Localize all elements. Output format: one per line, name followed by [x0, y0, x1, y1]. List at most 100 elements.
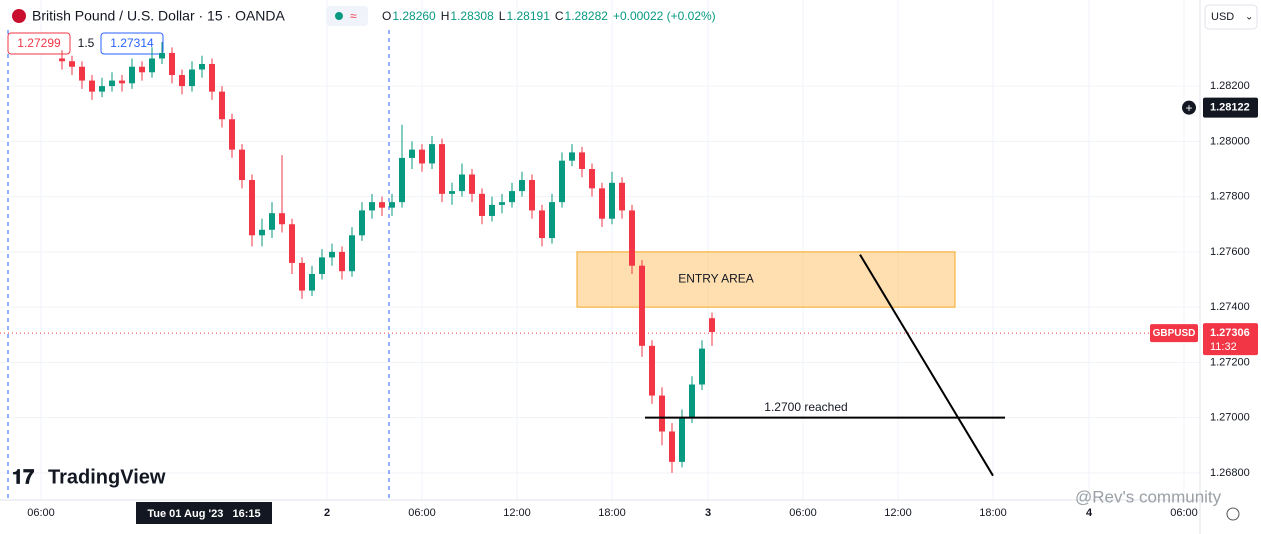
candle-body — [59, 58, 65, 62]
candle-body — [79, 66, 85, 81]
candle-body — [529, 180, 535, 211]
symbol-icon — [12, 9, 26, 23]
level-label: 1.2700 reached — [764, 400, 847, 414]
candle-body — [589, 168, 595, 189]
candle-body — [539, 210, 545, 239]
bid: 1.27299 — [17, 36, 61, 50]
candle-body — [669, 431, 675, 462]
y-tick-label: 1.26800 — [1210, 467, 1250, 479]
candle-body — [69, 61, 75, 67]
candle-body — [499, 202, 505, 205]
candle-body — [419, 149, 425, 164]
ohlc-letter: H — [441, 9, 450, 23]
bid-box[interactable] — [7, 32, 71, 55]
ask: 1.27314 — [110, 36, 154, 50]
candle-body — [149, 58, 155, 73]
candle-body — [689, 384, 695, 418]
candle-body — [309, 273, 315, 291]
candle-body — [239, 149, 245, 181]
y-tick-label: 1.27400 — [1210, 301, 1250, 313]
ohlc-letter: C — [555, 9, 564, 23]
candle-body — [479, 193, 485, 216]
candle-body — [259, 229, 265, 236]
spread: 1.5 — [78, 36, 95, 50]
candle-body — [599, 188, 605, 219]
candle-body — [229, 119, 235, 150]
candle-body — [349, 235, 355, 272]
candle-body — [129, 66, 135, 84]
candle-body — [289, 224, 295, 263]
candle-body — [409, 149, 415, 158]
add-alert-plus: + — [1185, 101, 1192, 115]
candle-body — [199, 63, 205, 70]
candle-body — [169, 52, 175, 76]
crosshair-price-box — [1203, 97, 1258, 118]
ohlc-letter: L — [499, 9, 506, 23]
trend-line — [859, 254, 994, 477]
x-tick-label: 12:00 — [884, 507, 912, 519]
candle-body — [299, 262, 305, 291]
candle-body — [679, 417, 685, 462]
candle-body — [189, 69, 195, 87]
status-icon: ≈ — [350, 9, 357, 23]
y-tick-label: 1.28200 — [1210, 80, 1250, 92]
candle-body — [89, 80, 95, 92]
last-price-box — [1203, 323, 1258, 356]
candle-body — [559, 160, 565, 203]
symbol-tag — [1150, 324, 1198, 343]
x-tick-label: 12:00 — [503, 507, 531, 519]
crosshair-price: 1.28122 — [1210, 102, 1250, 114]
candle-body — [659, 395, 665, 432]
brand: TradingView — [48, 466, 166, 488]
ohlc-value: 1.28260 — [392, 9, 436, 23]
x-tick-label: 06:00 — [789, 507, 817, 519]
candle-body — [429, 144, 435, 164]
candle-body — [489, 204, 495, 216]
candle-body — [359, 210, 365, 236]
candle-body — [649, 345, 655, 396]
entry-label: ENTRY AREA — [678, 272, 754, 286]
chart-title: British Pound / U.S. Dollar · 15 · OANDA — [32, 8, 286, 24]
ohlc-value: 1.28191 — [506, 9, 550, 23]
candle-body — [219, 91, 225, 120]
candle-body — [519, 180, 525, 192]
crosshair-time: Tue 01 Aug '23 16:15 — [147, 508, 260, 520]
settings-icon[interactable] — [1226, 507, 1240, 521]
x-tick-label: 2 — [324, 507, 330, 519]
ohlc-value: 1.28282 — [565, 9, 609, 23]
symbol-label: GBPUSD — [1153, 328, 1196, 339]
x-tick-label: 18:00 — [979, 507, 1007, 519]
currency-select[interactable] — [1204, 4, 1258, 30]
candle-body — [209, 63, 215, 92]
status-badge — [326, 6, 368, 26]
candle-body — [569, 152, 575, 161]
candle-body — [139, 66, 145, 73]
candle-body — [269, 213, 275, 230]
candle-body — [119, 80, 125, 84]
ask-box[interactable] — [100, 32, 164, 55]
candle-body — [99, 86, 105, 92]
candle-body — [389, 202, 395, 208]
candle-body — [629, 210, 635, 266]
y-tick-label: 1.27000 — [1210, 412, 1250, 424]
candle-body — [509, 191, 515, 203]
price-change: +0.00022 (+0.02%) — [613, 9, 716, 23]
y-tick-label: 1.27200 — [1210, 356, 1250, 368]
candle-body — [619, 182, 625, 211]
ohlc-value: 1.28308 — [450, 9, 494, 23]
y-tick-label: 1.27800 — [1210, 191, 1250, 203]
last-price: 1.27306 — [1210, 327, 1250, 339]
y-tick-label: 1.28000 — [1210, 135, 1250, 147]
candle-body — [639, 265, 645, 346]
candle-body — [459, 174, 465, 192]
status-dot — [335, 12, 343, 20]
dropdown-arrow: ⌄ — [1245, 12, 1253, 23]
candle-body — [379, 202, 385, 208]
countdown: 11:32 — [1210, 341, 1237, 353]
candle-body — [549, 202, 555, 239]
candle-body — [109, 80, 115, 87]
candle-body — [609, 182, 615, 219]
x-tick-label: 06:00 — [1170, 507, 1198, 519]
